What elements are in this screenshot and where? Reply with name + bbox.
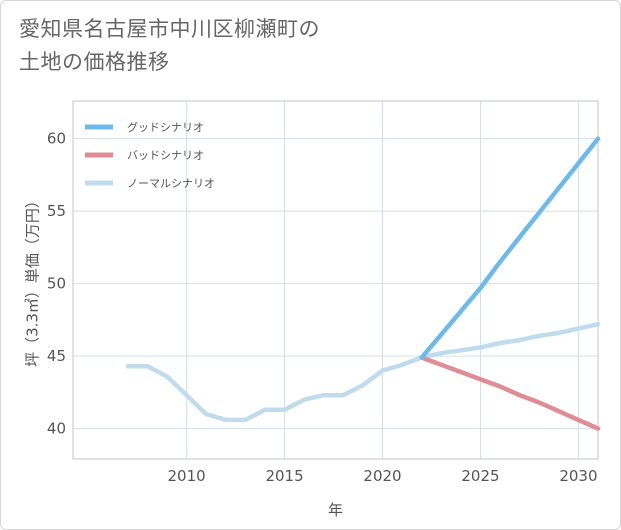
x-axis-label: 年 bbox=[328, 501, 343, 519]
chart-title-line1: 愛知県名古屋市中川区柳瀬町の bbox=[19, 17, 320, 41]
y-tick-label: 55 bbox=[47, 202, 66, 220]
x-tick-label: 2010 bbox=[168, 467, 206, 485]
plot-area bbox=[72, 100, 599, 460]
x-tick-label: 2020 bbox=[363, 467, 401, 485]
series-line-good bbox=[419, 136, 601, 360]
x-tick-label: 2015 bbox=[265, 467, 303, 485]
tick-labels: 2010 2015 2020 2025 2030 40 45 50 55 60 bbox=[47, 130, 598, 485]
chart-title-line2: 土地の価格推移 bbox=[19, 50, 170, 74]
x-tick-label: 2030 bbox=[559, 467, 597, 485]
series-layer bbox=[125, 136, 601, 431]
legend-label-bad: バッドシナリオ bbox=[127, 149, 204, 162]
y-tick-label: 40 bbox=[47, 420, 66, 438]
y-tick-label: 50 bbox=[47, 275, 66, 293]
series-line-normal bbox=[125, 321, 601, 423]
x-tick-label: 2025 bbox=[461, 467, 499, 485]
legend-label-normal: ノーマルシナリオ bbox=[127, 177, 215, 190]
y-axis-label: 坪（3.3㎡）単価（万円） bbox=[24, 193, 42, 367]
y-tick-label: 45 bbox=[47, 347, 66, 365]
legend-label-good: グッドシナリオ bbox=[127, 120, 204, 134]
chart-title: 愛知県名古屋市中川区柳瀬町の 土地の価格推移 bbox=[19, 13, 579, 79]
y-tick-label: 60 bbox=[47, 130, 66, 148]
series-line-bad bbox=[419, 355, 601, 431]
